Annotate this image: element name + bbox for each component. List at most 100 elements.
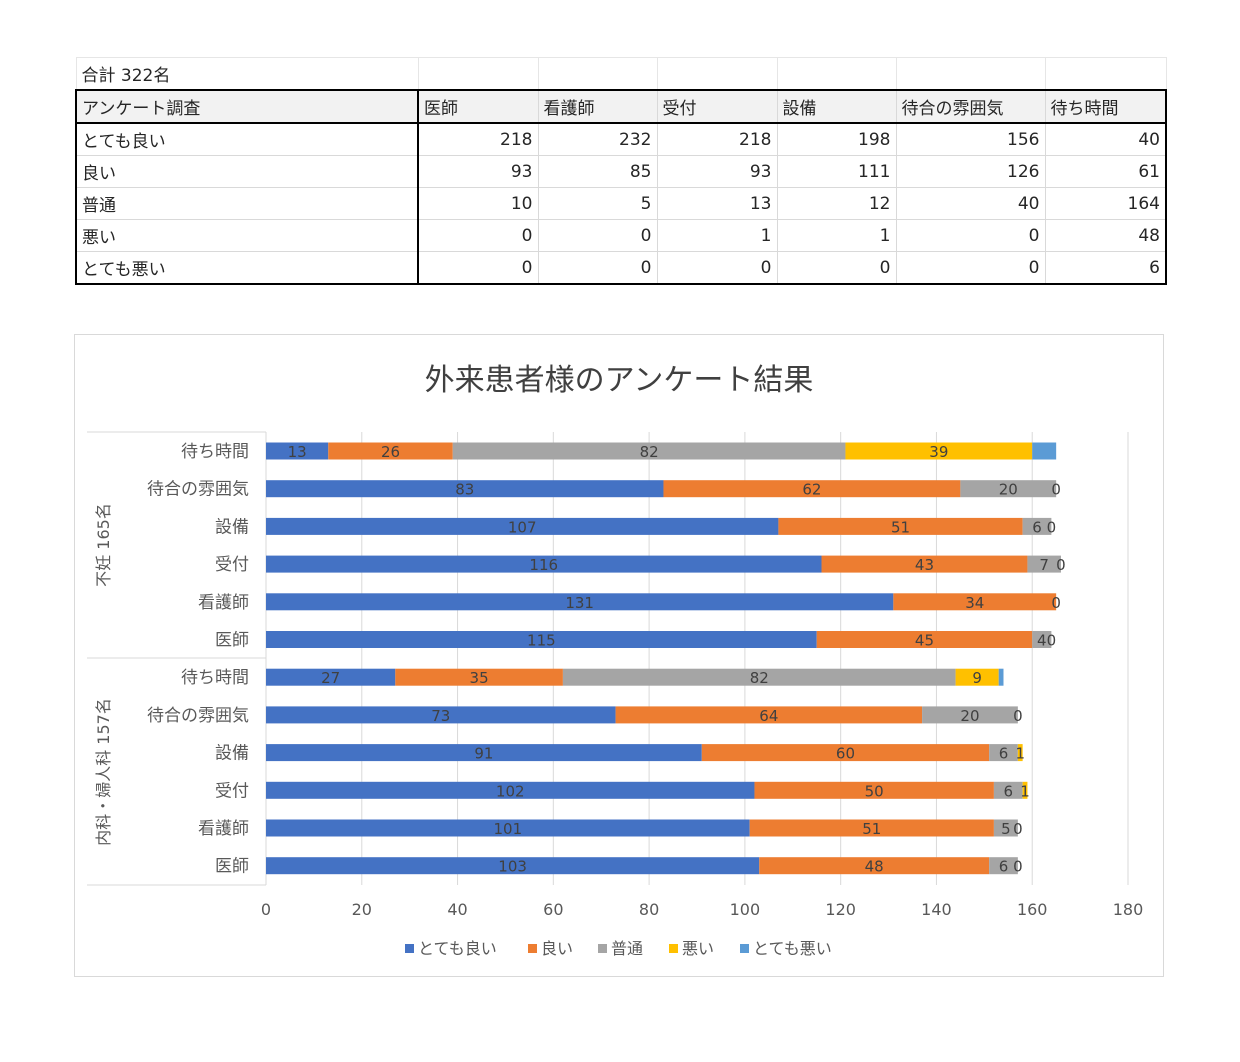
legend-swatch xyxy=(740,944,749,953)
bar-segment xyxy=(1022,781,1028,799)
x-tick-label: 20 xyxy=(352,900,372,919)
data-label: 0 xyxy=(1047,632,1057,650)
table-cell: 0 xyxy=(417,251,539,285)
legend-label: とても良い xyxy=(418,939,497,958)
data-label: 0 xyxy=(1051,481,1061,499)
data-label: 0 xyxy=(1013,820,1023,838)
category-label: 設備 xyxy=(215,744,249,764)
table-cell: 5 xyxy=(537,187,658,220)
data-label: 6 xyxy=(999,745,1009,763)
table-cell: 61 xyxy=(1044,155,1167,188)
x-tick-label: 60 xyxy=(543,900,563,919)
x-tick-label: 180 xyxy=(1113,900,1144,919)
legend-swatch xyxy=(405,944,414,953)
table-cell: とても良い xyxy=(75,122,419,156)
bar-segment xyxy=(266,631,817,648)
category-label: 看護師 xyxy=(198,819,249,839)
table-row: とても良い 218 232 218 198 156 40 xyxy=(75,122,1167,156)
data-label: 115 xyxy=(527,632,556,650)
data-label: 6 xyxy=(999,858,1009,876)
table-row: 普通 10 5 13 12 40 164 xyxy=(75,187,1167,220)
x-tick-label: 140 xyxy=(921,900,952,919)
legend-label: 普通 xyxy=(611,939,643,958)
legend-swatch xyxy=(528,944,537,953)
x-tick-label: 0 xyxy=(261,900,271,919)
bar-segment xyxy=(955,668,999,686)
legend-swatch xyxy=(669,944,678,953)
category-label: 待ち時間 xyxy=(181,442,249,462)
table-cell: 良い xyxy=(75,155,419,188)
data-label: 103 xyxy=(498,858,527,876)
data-label: 6 xyxy=(1032,518,1042,536)
table-row: 良い 93 85 93 111 126 61 xyxy=(75,155,1167,188)
data-label: 91 xyxy=(474,745,493,763)
category-label: 待合の雰囲気 xyxy=(147,480,249,500)
table-cell: 40 xyxy=(895,187,1046,220)
table-cell: 設備 xyxy=(776,89,897,124)
table-cell: 13 xyxy=(656,187,778,220)
data-label: 4 xyxy=(1037,632,1047,650)
bar-segment xyxy=(893,593,1057,611)
bar-segment xyxy=(452,442,846,460)
bar-segment xyxy=(998,668,1004,686)
legend-label: とても悪い xyxy=(753,939,832,958)
table-cell: 6 xyxy=(1044,251,1167,285)
x-tick-label: 80 xyxy=(639,900,659,919)
bar-segment xyxy=(701,744,990,762)
data-label: 82 xyxy=(750,669,769,687)
bar-segment xyxy=(615,706,923,724)
x-tick-label: 40 xyxy=(447,900,467,919)
table-cell: 48 xyxy=(1044,219,1167,252)
table-header-row: アンケート調査 医師 看護師 受付 設備 待合の雰囲気 待ち時間 xyxy=(75,89,1167,124)
table-cell: 待ち時間 xyxy=(1044,89,1167,124)
data-label: 131 xyxy=(565,594,594,612)
bar-segment xyxy=(754,781,994,799)
table-cell: 156 xyxy=(895,122,1046,156)
bar-segment xyxy=(328,442,453,460)
data-label: 20 xyxy=(999,481,1018,499)
bar-segment xyxy=(821,555,1028,573)
bar-segment xyxy=(663,480,961,498)
table-cell xyxy=(656,57,778,91)
table-cell: 0 xyxy=(537,219,658,252)
table-cell: 126 xyxy=(895,155,1046,188)
x-tick-label: 100 xyxy=(730,900,761,919)
table-cell xyxy=(417,57,539,91)
chart-frame: 外来患者様のアンケート結果 0 20 40 60 80 100 120 140 160 180 不妊 … xyxy=(74,334,1164,977)
bar-segment xyxy=(778,517,1023,535)
table-total-row: 合計 322名 xyxy=(75,57,1167,91)
bar-segment xyxy=(266,744,702,762)
table-cell: 1 xyxy=(776,219,897,252)
table-cell: 93 xyxy=(656,155,778,188)
bar-segment xyxy=(989,744,1018,762)
table-cell: 12 xyxy=(776,187,897,220)
bar-segment xyxy=(749,819,994,837)
data-label: 0 xyxy=(1013,707,1023,725)
table-cell: 164 xyxy=(1044,187,1167,220)
bar-segment xyxy=(266,593,894,611)
bar-segment xyxy=(266,480,664,498)
bar-segment xyxy=(266,668,396,686)
data-label: 102 xyxy=(496,782,525,800)
data-label: 45 xyxy=(915,632,934,650)
bar-segment xyxy=(266,442,329,460)
data-label: 73 xyxy=(431,707,450,725)
table-cell: 10 xyxy=(417,187,539,220)
data-label: 0 xyxy=(1013,858,1023,876)
category-label: 受付 xyxy=(215,555,249,575)
data-label: 62 xyxy=(802,481,821,499)
table-cell: 0 xyxy=(895,219,1046,252)
data-label: 48 xyxy=(865,858,884,876)
table-cell: 待合の雰囲気 xyxy=(895,89,1046,124)
data-label: 39 xyxy=(929,443,948,461)
bar-segment xyxy=(266,781,755,799)
data-label: 51 xyxy=(862,820,881,838)
data-label: 101 xyxy=(494,820,523,838)
table-cell: 0 xyxy=(895,251,1046,285)
survey-summary-table: 合計 322名 アンケート調査 医師 看護師 受付 設備 待合の雰囲気 待ち時間 とても良い 21… xyxy=(75,57,1167,285)
bar-segment xyxy=(266,819,750,837)
data-label: 27 xyxy=(321,669,340,687)
bar-segment xyxy=(266,706,616,724)
table-cell: 111 xyxy=(776,155,897,188)
